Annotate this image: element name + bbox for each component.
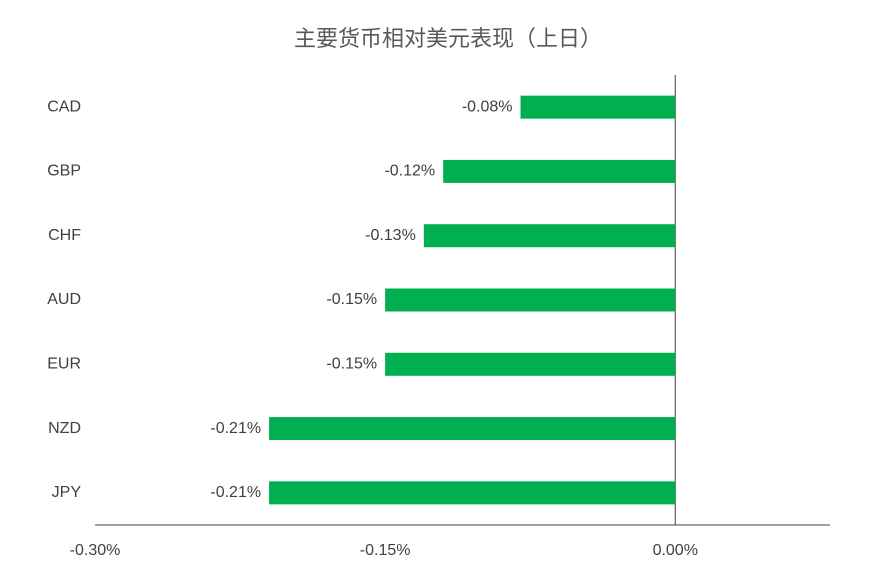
y-tick-label: JPY	[52, 484, 82, 501]
y-tick-label: NZD	[48, 420, 81, 437]
bar	[269, 481, 676, 505]
x-tick-label: 0.00%	[653, 542, 698, 559]
data-label: -0.13%	[365, 227, 416, 244]
data-label: -0.21%	[210, 420, 261, 437]
y-tick-label: AUD	[47, 291, 81, 308]
bar	[269, 417, 676, 441]
x-tick-label: -0.15%	[360, 542, 411, 559]
data-label: -0.21%	[210, 484, 261, 501]
bar	[520, 95, 676, 119]
x-tick-label: -0.30%	[70, 542, 121, 559]
bar	[385, 288, 676, 312]
y-tick-label: CHF	[48, 227, 81, 244]
bar	[385, 352, 676, 376]
y-tick-label: EUR	[47, 356, 81, 373]
data-label: -0.15%	[326, 356, 377, 373]
chart-title: 主要货币相对美元表现（上日）	[294, 26, 602, 51]
bar	[443, 159, 676, 183]
y-tick-label: GBP	[47, 163, 81, 180]
data-label: -0.08%	[462, 98, 513, 115]
data-label: -0.15%	[326, 291, 377, 308]
bar	[423, 224, 676, 248]
data-label: -0.12%	[384, 163, 435, 180]
y-tick-label: CAD	[47, 98, 81, 115]
